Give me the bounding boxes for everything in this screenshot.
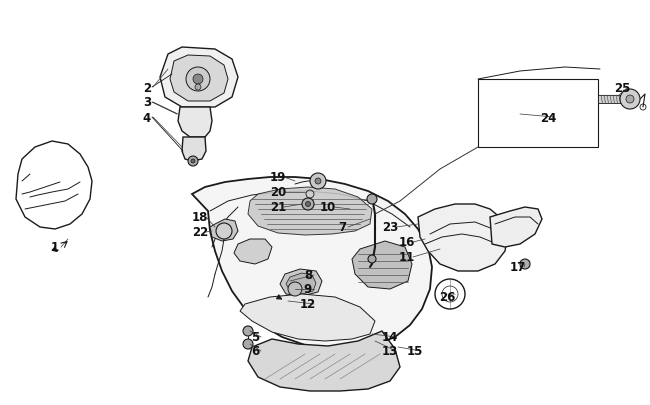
Text: 3: 3 xyxy=(143,96,151,109)
Polygon shape xyxy=(240,294,375,341)
Circle shape xyxy=(620,90,640,110)
Circle shape xyxy=(195,85,201,91)
Text: 7: 7 xyxy=(338,221,346,234)
Polygon shape xyxy=(280,269,322,296)
Text: 13: 13 xyxy=(382,345,398,358)
Text: 19: 19 xyxy=(270,171,286,184)
Text: 12: 12 xyxy=(300,298,316,311)
Text: 24: 24 xyxy=(540,111,556,124)
Circle shape xyxy=(193,75,203,85)
Polygon shape xyxy=(210,220,238,241)
Circle shape xyxy=(368,256,376,263)
Circle shape xyxy=(288,282,302,296)
Circle shape xyxy=(310,174,326,190)
Circle shape xyxy=(306,202,311,207)
Polygon shape xyxy=(248,331,400,391)
Text: 25: 25 xyxy=(614,81,630,94)
Text: 22: 22 xyxy=(192,226,208,239)
Text: 8: 8 xyxy=(304,269,312,282)
Circle shape xyxy=(188,157,198,166)
Text: 6: 6 xyxy=(251,345,259,358)
Polygon shape xyxy=(192,177,432,349)
Text: 26: 26 xyxy=(439,291,455,304)
Text: 10: 10 xyxy=(320,201,336,214)
Text: 17: 17 xyxy=(510,261,526,274)
Circle shape xyxy=(216,224,232,239)
Text: 15: 15 xyxy=(407,345,423,358)
Text: 1: 1 xyxy=(51,241,59,254)
Text: 14: 14 xyxy=(382,331,398,344)
Circle shape xyxy=(520,259,530,269)
Polygon shape xyxy=(286,273,316,294)
Text: 20: 20 xyxy=(270,186,286,199)
Circle shape xyxy=(243,326,253,336)
Polygon shape xyxy=(178,108,212,138)
Text: 5: 5 xyxy=(251,331,259,344)
Circle shape xyxy=(243,339,253,349)
Text: 16: 16 xyxy=(399,236,415,249)
Text: 18: 18 xyxy=(192,211,208,224)
Polygon shape xyxy=(598,96,626,104)
Text: 9: 9 xyxy=(304,283,312,296)
Polygon shape xyxy=(160,48,238,108)
Polygon shape xyxy=(248,188,372,235)
Polygon shape xyxy=(182,138,206,162)
Text: 4: 4 xyxy=(143,111,151,124)
Polygon shape xyxy=(490,207,542,247)
Polygon shape xyxy=(170,56,228,102)
Polygon shape xyxy=(418,205,508,271)
Circle shape xyxy=(315,179,321,185)
Circle shape xyxy=(367,194,377,205)
Circle shape xyxy=(302,198,314,211)
Text: 2: 2 xyxy=(143,81,151,94)
Circle shape xyxy=(626,96,634,104)
Text: 11: 11 xyxy=(399,251,415,264)
Polygon shape xyxy=(352,241,412,289)
Polygon shape xyxy=(234,239,272,264)
Circle shape xyxy=(191,160,195,164)
Text: 23: 23 xyxy=(382,221,398,234)
Circle shape xyxy=(186,68,210,92)
Text: 21: 21 xyxy=(270,201,286,214)
